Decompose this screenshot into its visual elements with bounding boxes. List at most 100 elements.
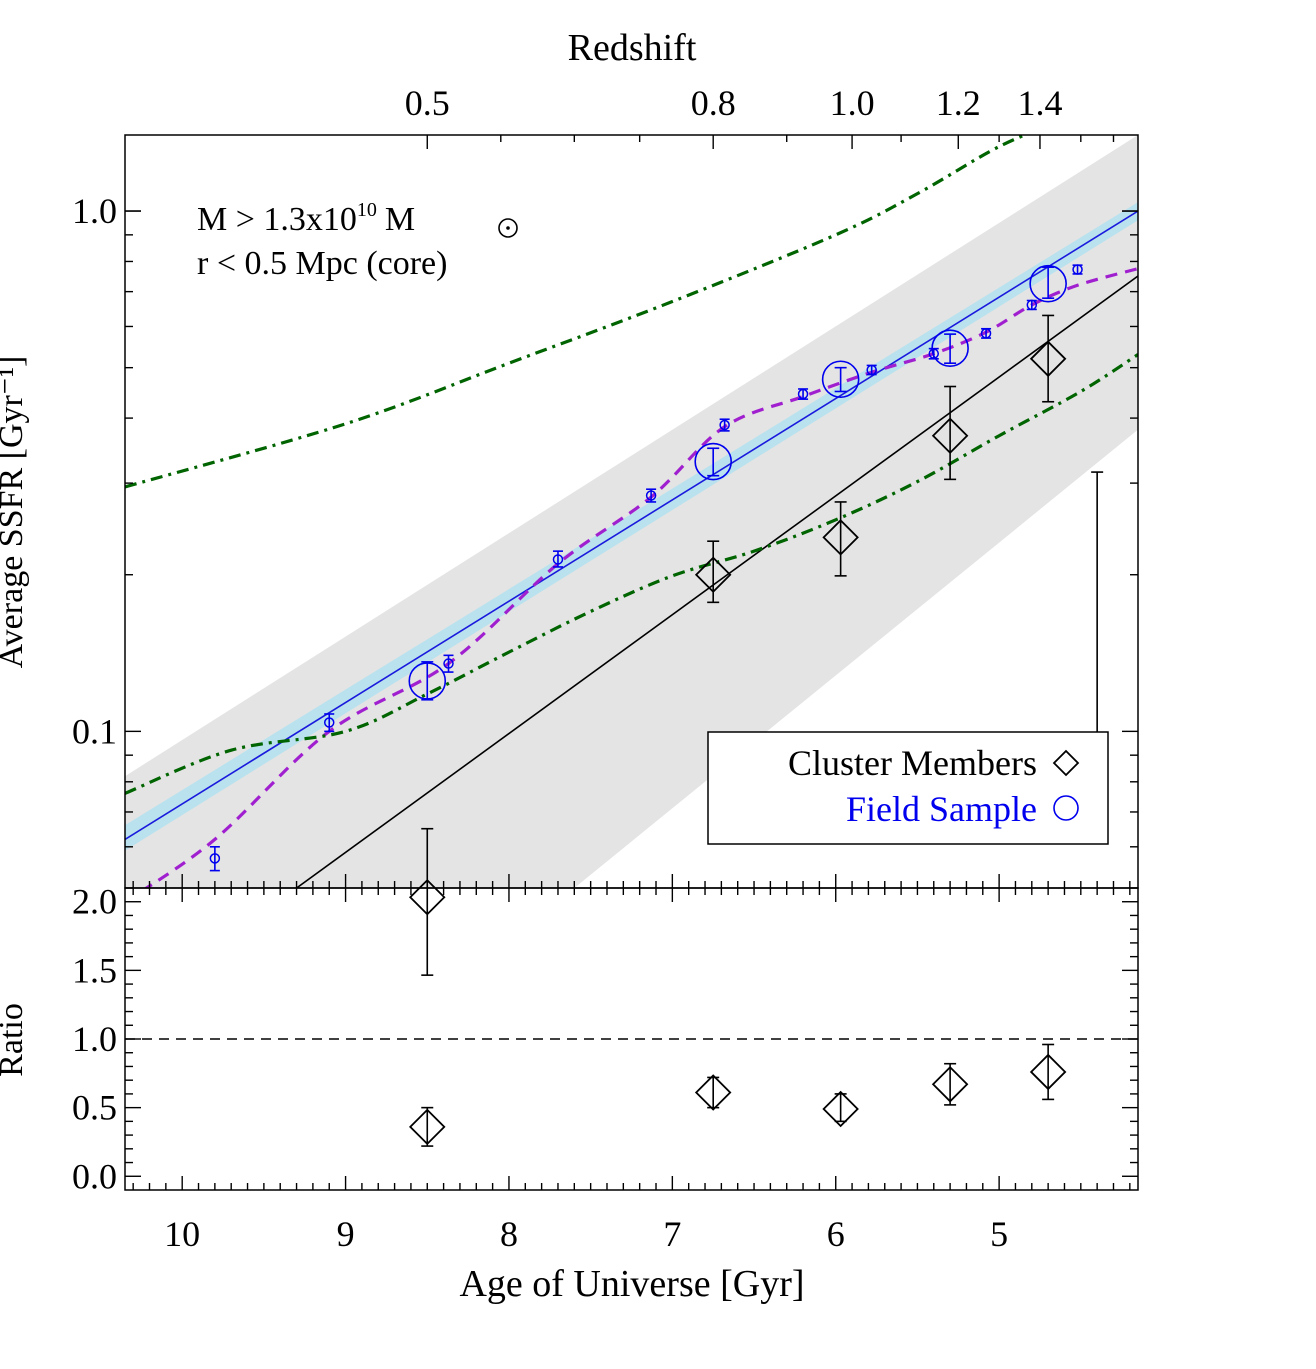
cluster-member-point-0 xyxy=(408,878,446,916)
ratio-tick-label-0: 0.0 xyxy=(72,1156,117,1196)
legend-symbols xyxy=(1052,749,1080,821)
sun-circle xyxy=(498,218,518,238)
age-tick-label-5: 5 xyxy=(990,1214,1008,1254)
bottom-panel: 0.0 0.5 1.0 1.5 2.0 10 9 8 7 6 5 Ratio Age of Uni… xyxy=(0,882,1139,1305)
legend: Cluster Members Field Sample xyxy=(707,731,1109,845)
age-tick-label-4: 6 xyxy=(827,1214,845,1254)
ratio-errorbar-2 xyxy=(834,1093,847,1123)
field-errorbar-2 xyxy=(834,366,847,393)
field-fine-point-9 xyxy=(980,328,992,339)
ratio-point-3 xyxy=(931,1066,969,1103)
field-fine-errorbar-2 xyxy=(443,654,454,673)
field-fine-point-11 xyxy=(1072,264,1083,275)
mass-cut-label: M > 1.3x1010 M xyxy=(197,199,415,238)
cluster-member-point-2 xyxy=(822,519,859,556)
field-sample-point-0 xyxy=(408,662,447,700)
cluster-errorbar-3 xyxy=(944,385,957,481)
ratio-axis-label: Ratio xyxy=(0,1003,30,1077)
field-sample-point-2 xyxy=(821,360,860,399)
age-tick-label-3: 7 xyxy=(663,1214,681,1254)
ratio-errorbar-3 xyxy=(944,1062,957,1106)
field-fine-point-0 xyxy=(209,853,221,864)
ratio-errorbar-1 xyxy=(707,1076,720,1109)
cluster-fit-line xyxy=(295,275,1138,888)
field-fine-point-2 xyxy=(443,658,454,669)
redshift-axis-title: Redshift xyxy=(568,27,697,69)
mass-cut-exponent: 10 xyxy=(357,199,377,221)
field-fine-point-4 xyxy=(645,490,657,501)
field-fine-point-3 xyxy=(552,554,564,565)
top-y-tick-label-0: 0.1 xyxy=(72,711,117,751)
field-errorbar-3 xyxy=(944,333,957,364)
sun-dot xyxy=(506,226,510,230)
field-sample-point-4 xyxy=(1029,264,1067,303)
legend-field-symbol xyxy=(1053,795,1079,821)
legend-field-label: Field Sample xyxy=(846,789,1037,829)
field-fit-uncertainty-band xyxy=(125,202,1138,851)
ratio-tick-label-4: 2.0 xyxy=(72,882,117,922)
top-points xyxy=(209,264,1104,976)
mass-cut-text: M > 1.3x10 xyxy=(197,201,357,238)
upper-envelope-line xyxy=(125,135,1029,489)
redshift-tick-label-3: 1.2 xyxy=(936,83,981,123)
ratio-errorbar-0 xyxy=(421,1106,434,1147)
bottom-plot-frame xyxy=(124,887,1139,1191)
field-fine-errorbar-1 xyxy=(324,713,335,733)
field-fine-point-6 xyxy=(797,388,809,400)
ratio-point-4 xyxy=(1029,1053,1067,1091)
x-axis-label: Age of Universe [Gyr] xyxy=(459,1263,804,1305)
field-fine-point-7 xyxy=(866,364,877,376)
top-y-tick-label-1: 1.0 xyxy=(72,191,117,231)
radius-cut-label: r < 0.5 Mpc (core) xyxy=(197,245,447,282)
mass-cut-unit: M xyxy=(385,201,415,238)
top-panel: 0.1 1.0 0.5 0.8 1.0 1.2 1.4 Redshift Average … xyxy=(0,27,1139,976)
top-lines xyxy=(125,135,1138,888)
legend-cluster-label: Cluster Members xyxy=(788,743,1037,783)
cluster-errorbar-4 xyxy=(1042,314,1055,403)
redshift-tick-label-0: 0.5 xyxy=(405,83,450,123)
lower-envelope-line xyxy=(125,353,1138,795)
cluster-member-point-3 xyxy=(931,417,969,454)
redshift-tick-labels: 0.5 0.8 1.0 1.2 1.4 xyxy=(405,83,1063,123)
field-fine-point-5 xyxy=(719,419,730,431)
redshift-tick-label-2: 1.0 xyxy=(830,83,875,123)
cluster-member-point-1 xyxy=(694,556,732,594)
field-fine-point-10 xyxy=(1026,299,1038,311)
field-errorbar-0 xyxy=(421,661,434,701)
bottom-points xyxy=(408,1043,1067,1147)
field-errorbar-1 xyxy=(707,447,720,477)
cluster-errorbar-2 xyxy=(834,501,847,577)
legend-box xyxy=(707,731,1109,845)
top-panel-ticks xyxy=(125,135,1138,889)
field-fine-errorbar-0 xyxy=(209,845,220,872)
top-y-axis-label: Average SSFR [Gyr⁻¹] xyxy=(0,356,30,669)
age-tick-label-2: 8 xyxy=(500,1214,518,1254)
field-fine-point-1 xyxy=(323,717,335,728)
ratio-point-2 xyxy=(822,1090,859,1128)
legend-cluster-symbol xyxy=(1052,749,1080,777)
field-errorbar-4 xyxy=(1042,266,1055,299)
ratio-point-1 xyxy=(694,1074,732,1111)
cluster-errorbar-0 xyxy=(421,827,434,976)
top-y-tick-labels: 0.1 1.0 xyxy=(72,191,117,751)
age-tick-label-0: 10 xyxy=(164,1214,200,1254)
model-curve-line xyxy=(143,267,1138,888)
age-tick-label-1: 9 xyxy=(337,1214,355,1254)
ratio-tick-label-3: 1.5 xyxy=(72,950,117,990)
ratio-tick-label-1: 0.5 xyxy=(72,1088,117,1128)
field-fit-line xyxy=(125,210,1138,841)
redshift-tick-label-1: 0.8 xyxy=(691,83,736,123)
ratio-tick-label-2: 1.0 xyxy=(72,1019,117,1059)
representative-errorbar xyxy=(1091,471,1104,759)
selection-annotation: M > 1.3x1010 M r < 0.5 Mpc (core) xyxy=(197,199,518,282)
bottom-y-tick-labels: 0.0 0.5 1.0 1.5 2.0 xyxy=(72,882,117,1197)
solar-mass-symbol xyxy=(498,218,518,238)
x-tick-labels: 10 9 8 7 6 5 xyxy=(164,1214,1008,1254)
field-fine-point-8 xyxy=(928,348,940,359)
redshift-tick-label-4: 1.4 xyxy=(1017,83,1062,123)
ratio-errorbar-4 xyxy=(1042,1043,1055,1101)
bottom-panel-ticks xyxy=(125,888,1138,1190)
cluster-member-point-4 xyxy=(1029,340,1067,378)
field-sample-point-1 xyxy=(694,442,732,481)
